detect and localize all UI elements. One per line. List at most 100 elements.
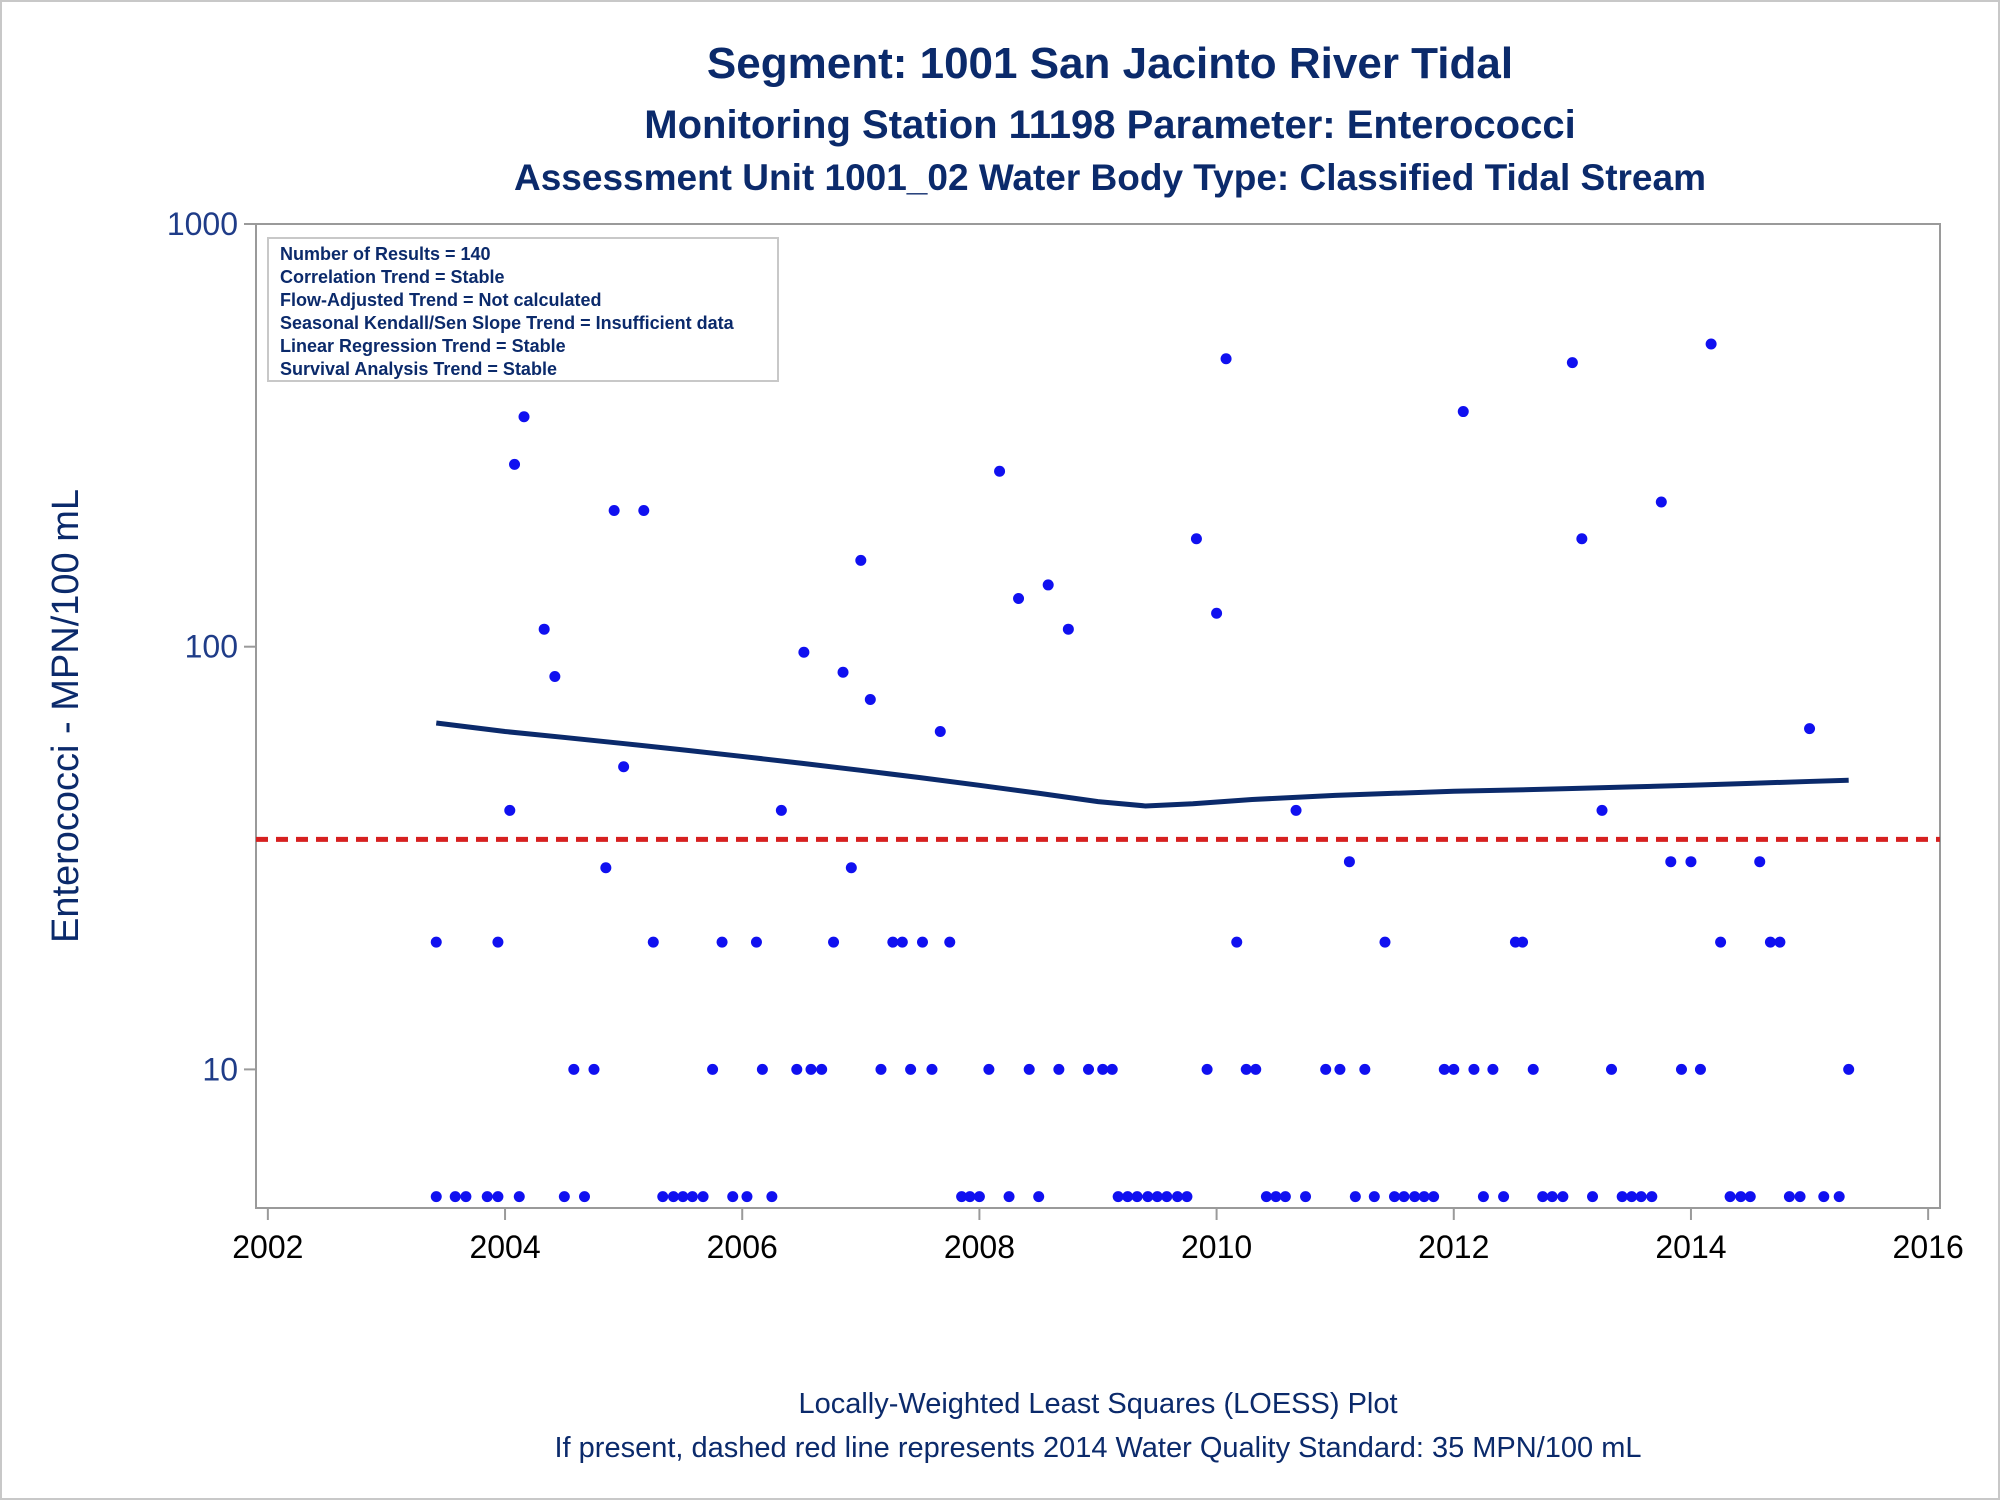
data-point-128 [1715, 936, 1727, 948]
data-point-103 [1468, 1063, 1480, 1075]
data-point-69 [1122, 1191, 1134, 1203]
y-tick-label-100: 100 [185, 629, 238, 665]
data-point-43 [855, 554, 867, 566]
data-point-133 [1764, 936, 1776, 948]
data-point-47 [896, 936, 908, 948]
data-point-86 [1290, 804, 1302, 816]
data-point-110 [1537, 1191, 1549, 1203]
data-point-92 [1359, 1063, 1371, 1075]
data-point-33 [756, 1063, 768, 1075]
data-point-3 [460, 1191, 472, 1203]
data-point-8 [504, 804, 516, 816]
x-tick-label-2008: 2008 [944, 1229, 1015, 1265]
data-point-100 [1438, 1063, 1450, 1075]
data-point-105 [1487, 1063, 1499, 1075]
data-point-88 [1320, 1063, 1332, 1075]
data-point-49 [916, 936, 928, 948]
data-point-82 [1250, 1063, 1262, 1075]
data-point-62 [1042, 579, 1054, 591]
data-point-65 [1083, 1063, 1095, 1075]
data-point-60 [1023, 1063, 1035, 1075]
data-point-127 [1705, 338, 1717, 350]
data-point-104 [1477, 1191, 1489, 1203]
data-point-137 [1804, 723, 1816, 735]
data-point-10 [518, 411, 530, 423]
data-point-95 [1388, 1191, 1400, 1203]
data-point-75 [1181, 1191, 1193, 1203]
data-point-40 [828, 936, 840, 948]
data-point-28 [707, 1063, 719, 1075]
data-point-80 [1231, 936, 1243, 948]
data-point-121 [1646, 1191, 1658, 1203]
data-point-7 [513, 1191, 525, 1203]
data-point-94 [1379, 936, 1391, 948]
info-flow-adjusted-trend: Flow-Adjusted Trend = Not calculated [280, 290, 602, 310]
data-point-67 [1106, 1063, 1118, 1075]
data-point-63 [1053, 1063, 1065, 1075]
x-axis: 2002 2004 2006 2008 2010 2012 2014 2016 [232, 1208, 1964, 1265]
data-point-84 [1270, 1191, 1282, 1203]
data-point-130 [1735, 1191, 1747, 1203]
data-point-77 [1201, 1063, 1213, 1075]
data-point-98 [1418, 1191, 1430, 1203]
data-point-123 [1665, 856, 1677, 868]
data-point-25 [677, 1191, 689, 1203]
data-point-39 [816, 1063, 828, 1075]
data-point-38 [805, 1063, 817, 1075]
data-point-78 [1211, 607, 1223, 619]
data-point-111 [1546, 1191, 1558, 1203]
data-point-112 [1557, 1191, 1569, 1203]
data-point-124 [1675, 1063, 1687, 1075]
chart-title: Segment: 1001 San Jacinto River Tidal [707, 39, 1513, 88]
data-point-12 [549, 671, 561, 683]
data-point-109 [1527, 1063, 1539, 1075]
info-correlation-trend: Correlation Trend = Stable [280, 267, 505, 287]
data-point-90 [1343, 856, 1355, 868]
x-tick-label-2002: 2002 [232, 1229, 303, 1265]
data-point-48 [905, 1063, 917, 1075]
data-point-23 [657, 1191, 669, 1203]
data-point-36 [791, 1063, 803, 1075]
info-survival-analysis-trend: Survival Analysis Trend = Stable [280, 359, 557, 379]
data-point-42 [845, 862, 857, 874]
data-point-26 [686, 1191, 698, 1203]
data-point-45 [875, 1063, 887, 1075]
footnote-loess: Locally-Weighted Least Squares (LOESS) P… [798, 1388, 1397, 1420]
data-point-132 [1754, 856, 1766, 868]
info-linear-regression-trend: Linear Regression Trend = Stable [280, 336, 566, 356]
data-point-24 [667, 1191, 679, 1203]
data-point-119 [1626, 1191, 1638, 1203]
y-axis: 10 100 1000 [167, 206, 256, 1087]
data-point-6 [492, 936, 504, 948]
data-point-54 [964, 1191, 976, 1203]
data-point-53 [956, 1191, 968, 1203]
data-point-52 [944, 936, 956, 948]
data-point-85 [1279, 1191, 1291, 1203]
info-number-of-results: Number of Results = 140 [280, 244, 491, 264]
data-point-117 [1606, 1063, 1618, 1075]
data-point-55 [973, 1191, 985, 1203]
data-point-99 [1428, 1191, 1440, 1203]
data-point-126 [1694, 1063, 1706, 1075]
data-point-27 [697, 1191, 709, 1203]
data-point-2 [449, 1191, 461, 1203]
data-point-139 [1833, 1191, 1845, 1203]
data-point-13 [558, 1191, 570, 1203]
data-point-73 [1161, 1191, 1173, 1203]
data-point-93 [1368, 1191, 1380, 1203]
data-point-31 [741, 1191, 753, 1203]
data-point-114 [1576, 533, 1588, 545]
data-point-74 [1171, 1191, 1183, 1203]
data-point-131 [1744, 1191, 1756, 1203]
data-point-51 [934, 726, 946, 738]
data-point-97 [1409, 1191, 1421, 1203]
info-box-frame [267, 237, 779, 382]
data-point-76 [1190, 533, 1202, 545]
loess-trend-line [435, 720, 1849, 809]
data-point-9 [509, 458, 521, 470]
data-point-50 [926, 1063, 938, 1075]
x-tick-label-2014: 2014 [1655, 1229, 1726, 1265]
data-point-35 [775, 804, 787, 816]
x-tick-label-2004: 2004 [469, 1229, 540, 1265]
data-point-57 [994, 465, 1006, 477]
